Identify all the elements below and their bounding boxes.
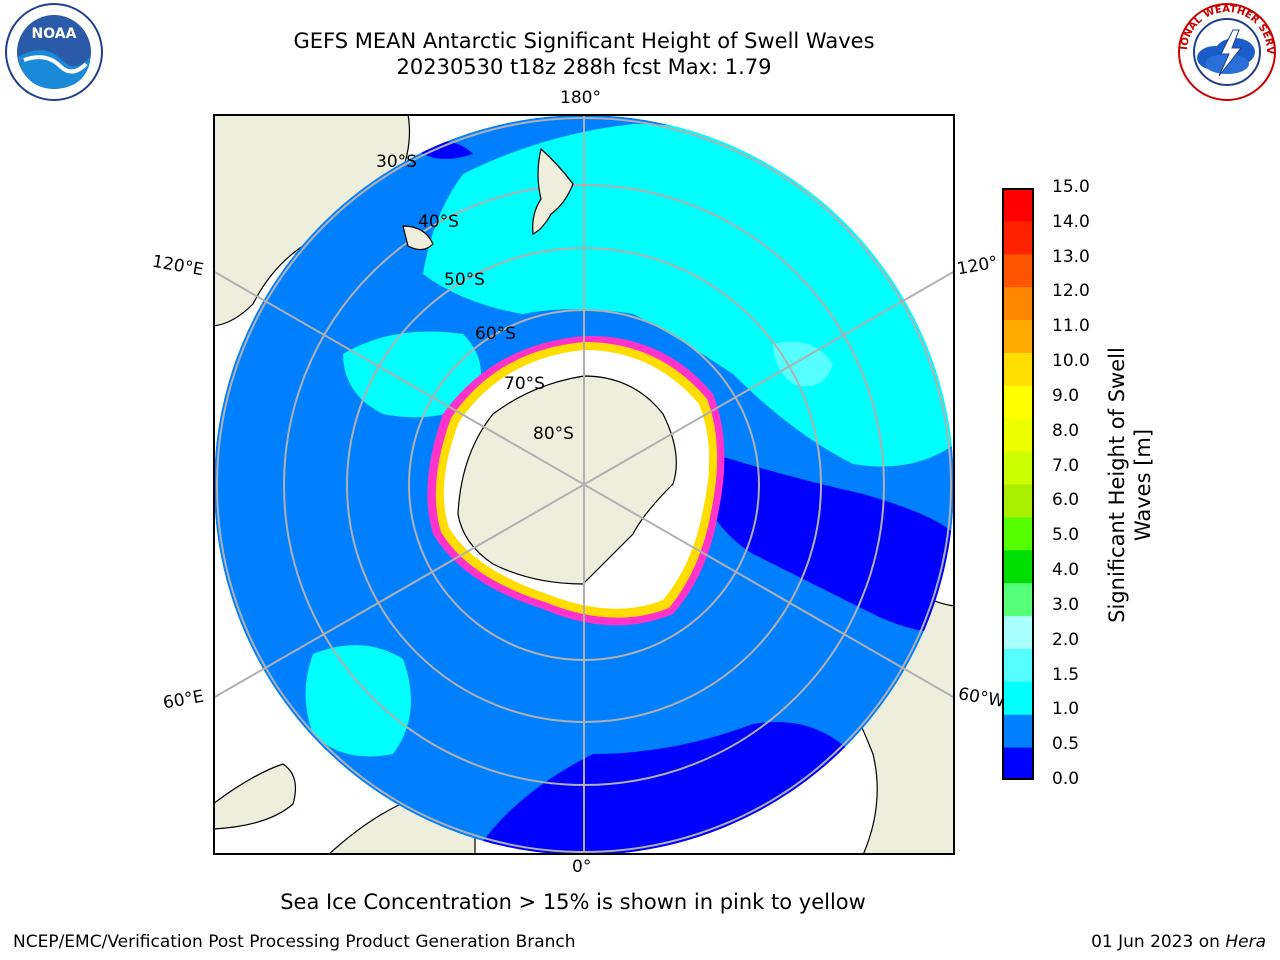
lat-label-70s: 70°S: [504, 374, 545, 394]
colorbar-tick-label: 14.0: [1052, 211, 1090, 232]
colorbar-band: [1002, 220, 1034, 255]
colorbar-tick-label: 5.0: [1052, 525, 1080, 546]
high-swell-region-sw: [305, 645, 411, 757]
lat-label-40s: 40°S: [418, 212, 459, 232]
noaa-logo-icon: NOAA: [5, 3, 103, 101]
high-swell-region-west: [343, 331, 481, 418]
footer-date: 01 Jun 2023 on Hera: [1091, 932, 1266, 952]
colorbar-band: [1002, 516, 1034, 551]
colorbar-tick-label: 15.0: [1052, 177, 1090, 197]
caption: Sea Ice Concentration > 15% is shown in …: [280, 890, 866, 914]
colorbar-tick-label: 2.0: [1052, 629, 1080, 650]
lon-label-0: 0°: [572, 857, 592, 877]
colorbar-band: [1002, 451, 1034, 485]
noaa-logo-text: NOAA: [32, 26, 77, 42]
colorbar-tick-label: 4.0: [1052, 560, 1080, 581]
colorbar-tick-label: 1.0: [1052, 699, 1080, 720]
low-swell-region-east: [683, 444, 954, 634]
colorbar-band: [1002, 418, 1034, 452]
colorbar-band: [1002, 385, 1034, 419]
colorbar-tick-label: 1.5: [1052, 664, 1080, 685]
lon-label-60w: 60°W: [956, 684, 1007, 712]
footer-machine: Hera: [1225, 932, 1266, 952]
colorbar-band: [1002, 286, 1034, 321]
colorbar-tick-label: 10.0: [1052, 351, 1090, 372]
colorbar-band: [1002, 582, 1034, 617]
colorbar-band: [1002, 253, 1034, 288]
chart-subtitle: 20230530 t18z 288h fcst Max: 1.79: [396, 55, 772, 79]
colorbar-tick-label: 13.0: [1052, 246, 1090, 267]
map-border: [213, 114, 955, 855]
colorbar-tick-label: 9.0: [1052, 385, 1080, 406]
colorbar-band: [1002, 681, 1034, 715]
colorbar-band: [1002, 747, 1034, 780]
colorbar-label: Significant Height of Swell Waves [m]: [1105, 347, 1155, 623]
lon-label-120w: 120°: [955, 252, 1000, 280]
colorbar-tick-label: 3.0: [1052, 594, 1080, 615]
colorbar-band: [1002, 319, 1034, 353]
colorbar-band: [1002, 714, 1034, 748]
new-zealand-land: [532, 147, 574, 235]
colorbar-tick-label: 6.0: [1052, 490, 1080, 511]
lat-label-30s: 30°S: [376, 152, 417, 172]
colorbar-band: [1002, 188, 1034, 222]
colorbar-band: [1002, 484, 1034, 518]
lon-label-60e: 60°E: [161, 686, 206, 714]
lat-label-50s: 50°S: [444, 270, 485, 290]
colorbar-tick-label: 8.0: [1052, 420, 1080, 441]
colorbar-tick-label: 7.0: [1052, 455, 1080, 476]
lon-label-180: 180°: [560, 88, 601, 108]
colorbar-band: [1002, 615, 1034, 649]
colorbar-tick-label: 12.0: [1052, 281, 1090, 302]
higher-swell-patch: [773, 341, 833, 387]
madagascar-land: [213, 763, 296, 830]
colorbar: [1002, 188, 1034, 780]
colorbar-tick-label: 0.0: [1052, 769, 1080, 789]
polar-map: [213, 114, 955, 855]
colorbar-band: [1002, 549, 1034, 584]
colorbar-band: [1002, 352, 1034, 386]
lat-label-60s: 60°S: [475, 324, 516, 344]
lat-label-80s: 80°S: [533, 424, 574, 444]
colorbar-tick-label: 0.5: [1052, 734, 1080, 755]
lon-label-120e: 120°E: [150, 251, 206, 281]
footer-credit: NCEP/EMC/Verification Post Processing Pr…: [13, 932, 576, 952]
colorbar-band: [1002, 648, 1034, 682]
tasmania-land: [402, 225, 434, 251]
colorbar-tick-label: 11.0: [1052, 316, 1090, 337]
nws-logo-icon: NATIONAL WEATHER SERVICE: [1176, 2, 1276, 101]
chart-title: GEFS MEAN Antarctic Significant Height o…: [293, 29, 875, 53]
longitude-gridlines: [213, 114, 955, 855]
